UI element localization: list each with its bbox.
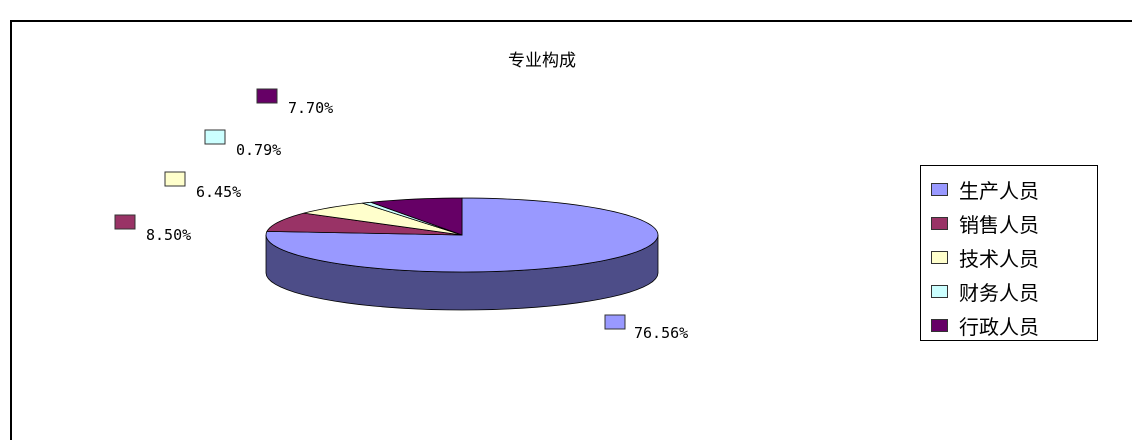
legend-label: 行政人员 (959, 314, 1039, 339)
legend-label: 技术人员 (959, 246, 1039, 271)
data-label: 0.79% (236, 141, 281, 159)
pie-slice-1 (266, 212, 463, 236)
legend-item-technical: 技术人员 (931, 242, 1039, 272)
legend-swatch (931, 250, 948, 264)
data-label: 76.56% (634, 324, 688, 342)
data-label-swatch (114, 214, 136, 230)
legend-swatch (931, 284, 948, 298)
data-label: 7.70% (288, 99, 333, 117)
pie-slice-3 (362, 201, 463, 236)
legend: 生产人员 销售人员 技术人员 财务人员 行政人员 (920, 165, 1098, 341)
pie-slice-4 (370, 197, 463, 236)
data-label: 8.50% (146, 226, 191, 244)
legend-item-finance: 财务人员 (931, 276, 1039, 306)
data-label-swatch (164, 171, 186, 187)
legend-label: 销售人员 (959, 212, 1039, 237)
data-label-swatch (204, 129, 226, 145)
data-label-swatch (256, 88, 278, 104)
pie-slice-2 (303, 202, 463, 236)
legend-label: 生产人员 (959, 178, 1039, 203)
legend-item-production: 生产人员 (931, 174, 1039, 204)
legend-label: 财务人员 (959, 280, 1039, 305)
legend-swatch (931, 216, 948, 230)
legend-swatch (931, 182, 948, 196)
data-label: 6.45% (196, 183, 241, 201)
pie-chart: 专业构成 76.56% 8.50% 6.45% 0.79% 7.70% (114, 51, 688, 342)
legend-item-admin: 行政人员 (931, 310, 1039, 340)
data-label-swatch (604, 314, 626, 330)
chart-title: 专业构成 (508, 51, 576, 71)
legend-swatch (931, 318, 948, 332)
chart-frame (10, 20, 1132, 440)
legend-item-sales: 销售人员 (931, 208, 1039, 238)
